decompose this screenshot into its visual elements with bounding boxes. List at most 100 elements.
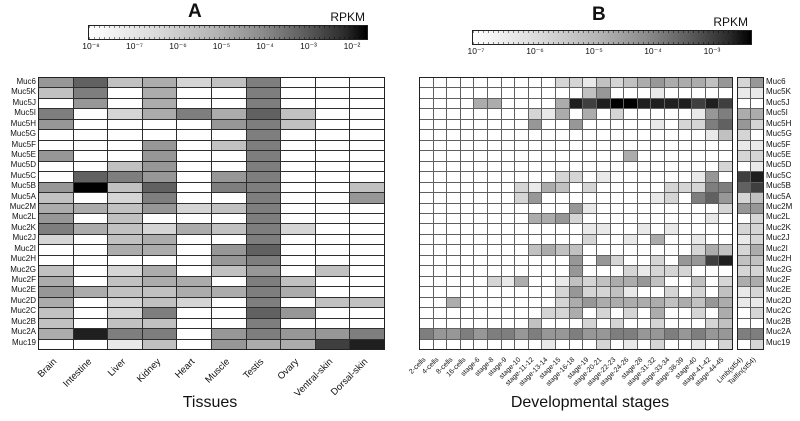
heatmap-cell <box>315 255 350 266</box>
heatmap-cell <box>664 245 678 255</box>
heatmap-cell <box>39 297 73 308</box>
heatmap-cell <box>719 109 732 119</box>
heatmap-cell <box>705 255 719 266</box>
heatmap-cell <box>528 182 542 193</box>
heatmap-cell <box>246 297 281 308</box>
heatmap-cell <box>211 161 246 172</box>
heatmap-cell <box>624 276 637 287</box>
heatmap-cell <box>651 130 664 140</box>
heatmap-cell <box>705 297 719 308</box>
heatmap-cell <box>528 172 542 182</box>
heatmap-cell <box>719 78 732 88</box>
heatmap-cell <box>569 224 583 234</box>
heatmap-cell <box>678 88 692 98</box>
heatmap-cell <box>350 276 384 287</box>
heatmap-cell <box>246 119 281 130</box>
heatmap-cell <box>211 213 246 224</box>
heatmap-cell <box>73 161 108 172</box>
heatmap-cell <box>515 193 528 203</box>
heatmap-cell <box>542 172 556 182</box>
heatmap-cell <box>73 119 108 130</box>
heatmap-cell <box>692 172 705 182</box>
heatmap-cell <box>624 255 637 266</box>
heatmap-cell <box>705 318 719 329</box>
heatmap-cell <box>610 297 624 308</box>
heatmap-cell <box>719 329 732 339</box>
heatmap-cell <box>678 203 692 213</box>
heatmap-cell <box>738 329 750 339</box>
heatmap-cell <box>596 151 610 161</box>
heatmap-cell <box>460 339 474 349</box>
heatmap-cell <box>583 140 596 151</box>
heatmap-cell <box>542 182 556 193</box>
heatmap-cell <box>515 297 528 308</box>
heatmap-a <box>38 77 385 350</box>
heatmap-cell <box>474 318 488 329</box>
heatmap-cell <box>515 234 528 245</box>
heatmap-cell <box>281 287 315 297</box>
heatmap-cell <box>692 203 705 213</box>
heatmap-cell <box>528 287 542 297</box>
heatmap-cell <box>624 308 637 318</box>
heatmap-cell <box>637 339 651 349</box>
heatmap-cell <box>651 78 664 88</box>
heatmap-cell <box>501 308 515 318</box>
heatmap-cell <box>664 140 678 151</box>
heatmap-cell <box>678 98 692 109</box>
heatmap-cell <box>596 130 610 140</box>
heatmap-cell <box>664 339 678 349</box>
heatmap-cell <box>488 255 501 266</box>
heatmap-cell <box>528 224 542 234</box>
heatmap-cell <box>460 213 474 224</box>
heatmap-cell <box>488 203 501 213</box>
heatmap-cell <box>556 287 569 297</box>
heatmap-cell <box>501 255 515 266</box>
heatmap-cell <box>705 266 719 276</box>
heatmap-cell <box>433 297 447 308</box>
heatmap-cell <box>474 151 488 161</box>
heatmap-cell <box>350 255 384 266</box>
heatmap-cell <box>583 297 596 308</box>
colorbar-a-ticks: 10⁻⁸ 10⁻⁷ 10⁻⁶ 10⁻⁵ 10⁻⁴ 10⁻³ 10⁻² <box>82 41 366 53</box>
heatmap-cell <box>73 109 108 119</box>
heatmap-cell <box>211 193 246 203</box>
heatmap-cell <box>556 193 569 203</box>
heatmap-cell <box>719 88 732 98</box>
heatmap-cell <box>177 245 211 255</box>
heatmap-cell <box>651 255 664 266</box>
heatmap-cell <box>678 130 692 140</box>
heatmap-cell <box>751 308 763 318</box>
heatmap-cell <box>515 172 528 182</box>
heatmap-cell <box>651 339 664 349</box>
gene-row-label: Muc2K <box>11 222 36 232</box>
heatmap-cell <box>610 130 624 140</box>
heatmap-cell <box>177 318 211 329</box>
heatmap-cell <box>678 119 692 130</box>
heatmap-cell <box>596 119 610 130</box>
heatmap-cell <box>73 151 108 161</box>
heatmap-cell <box>39 266 73 276</box>
heatmap-cell <box>515 88 528 98</box>
heatmap-cell <box>583 119 596 130</box>
heatmap-cell <box>211 245 246 255</box>
heatmap-cell <box>692 224 705 234</box>
heatmap-cell <box>350 151 384 161</box>
heatmap-cell <box>211 255 246 266</box>
heatmap-cell <box>108 193 142 203</box>
heatmap-cell <box>637 224 651 234</box>
heatmap-cell <box>246 329 281 339</box>
heatmap-cell <box>664 318 678 329</box>
heatmap-cell <box>515 203 528 213</box>
heatmap-cell <box>108 287 142 297</box>
panel-a-label: A <box>188 1 202 22</box>
heatmap-cell <box>177 109 211 119</box>
heatmap-cell <box>569 78 583 88</box>
heatmap-cell <box>315 224 350 234</box>
heatmap-cell <box>39 308 73 318</box>
gene-row-label: Muc2I <box>14 243 36 253</box>
heatmap-cell <box>624 266 637 276</box>
heatmap-cell <box>692 119 705 130</box>
heatmap-cell <box>624 339 637 349</box>
heatmap-cell <box>624 109 637 119</box>
heatmap-cell <box>637 318 651 329</box>
